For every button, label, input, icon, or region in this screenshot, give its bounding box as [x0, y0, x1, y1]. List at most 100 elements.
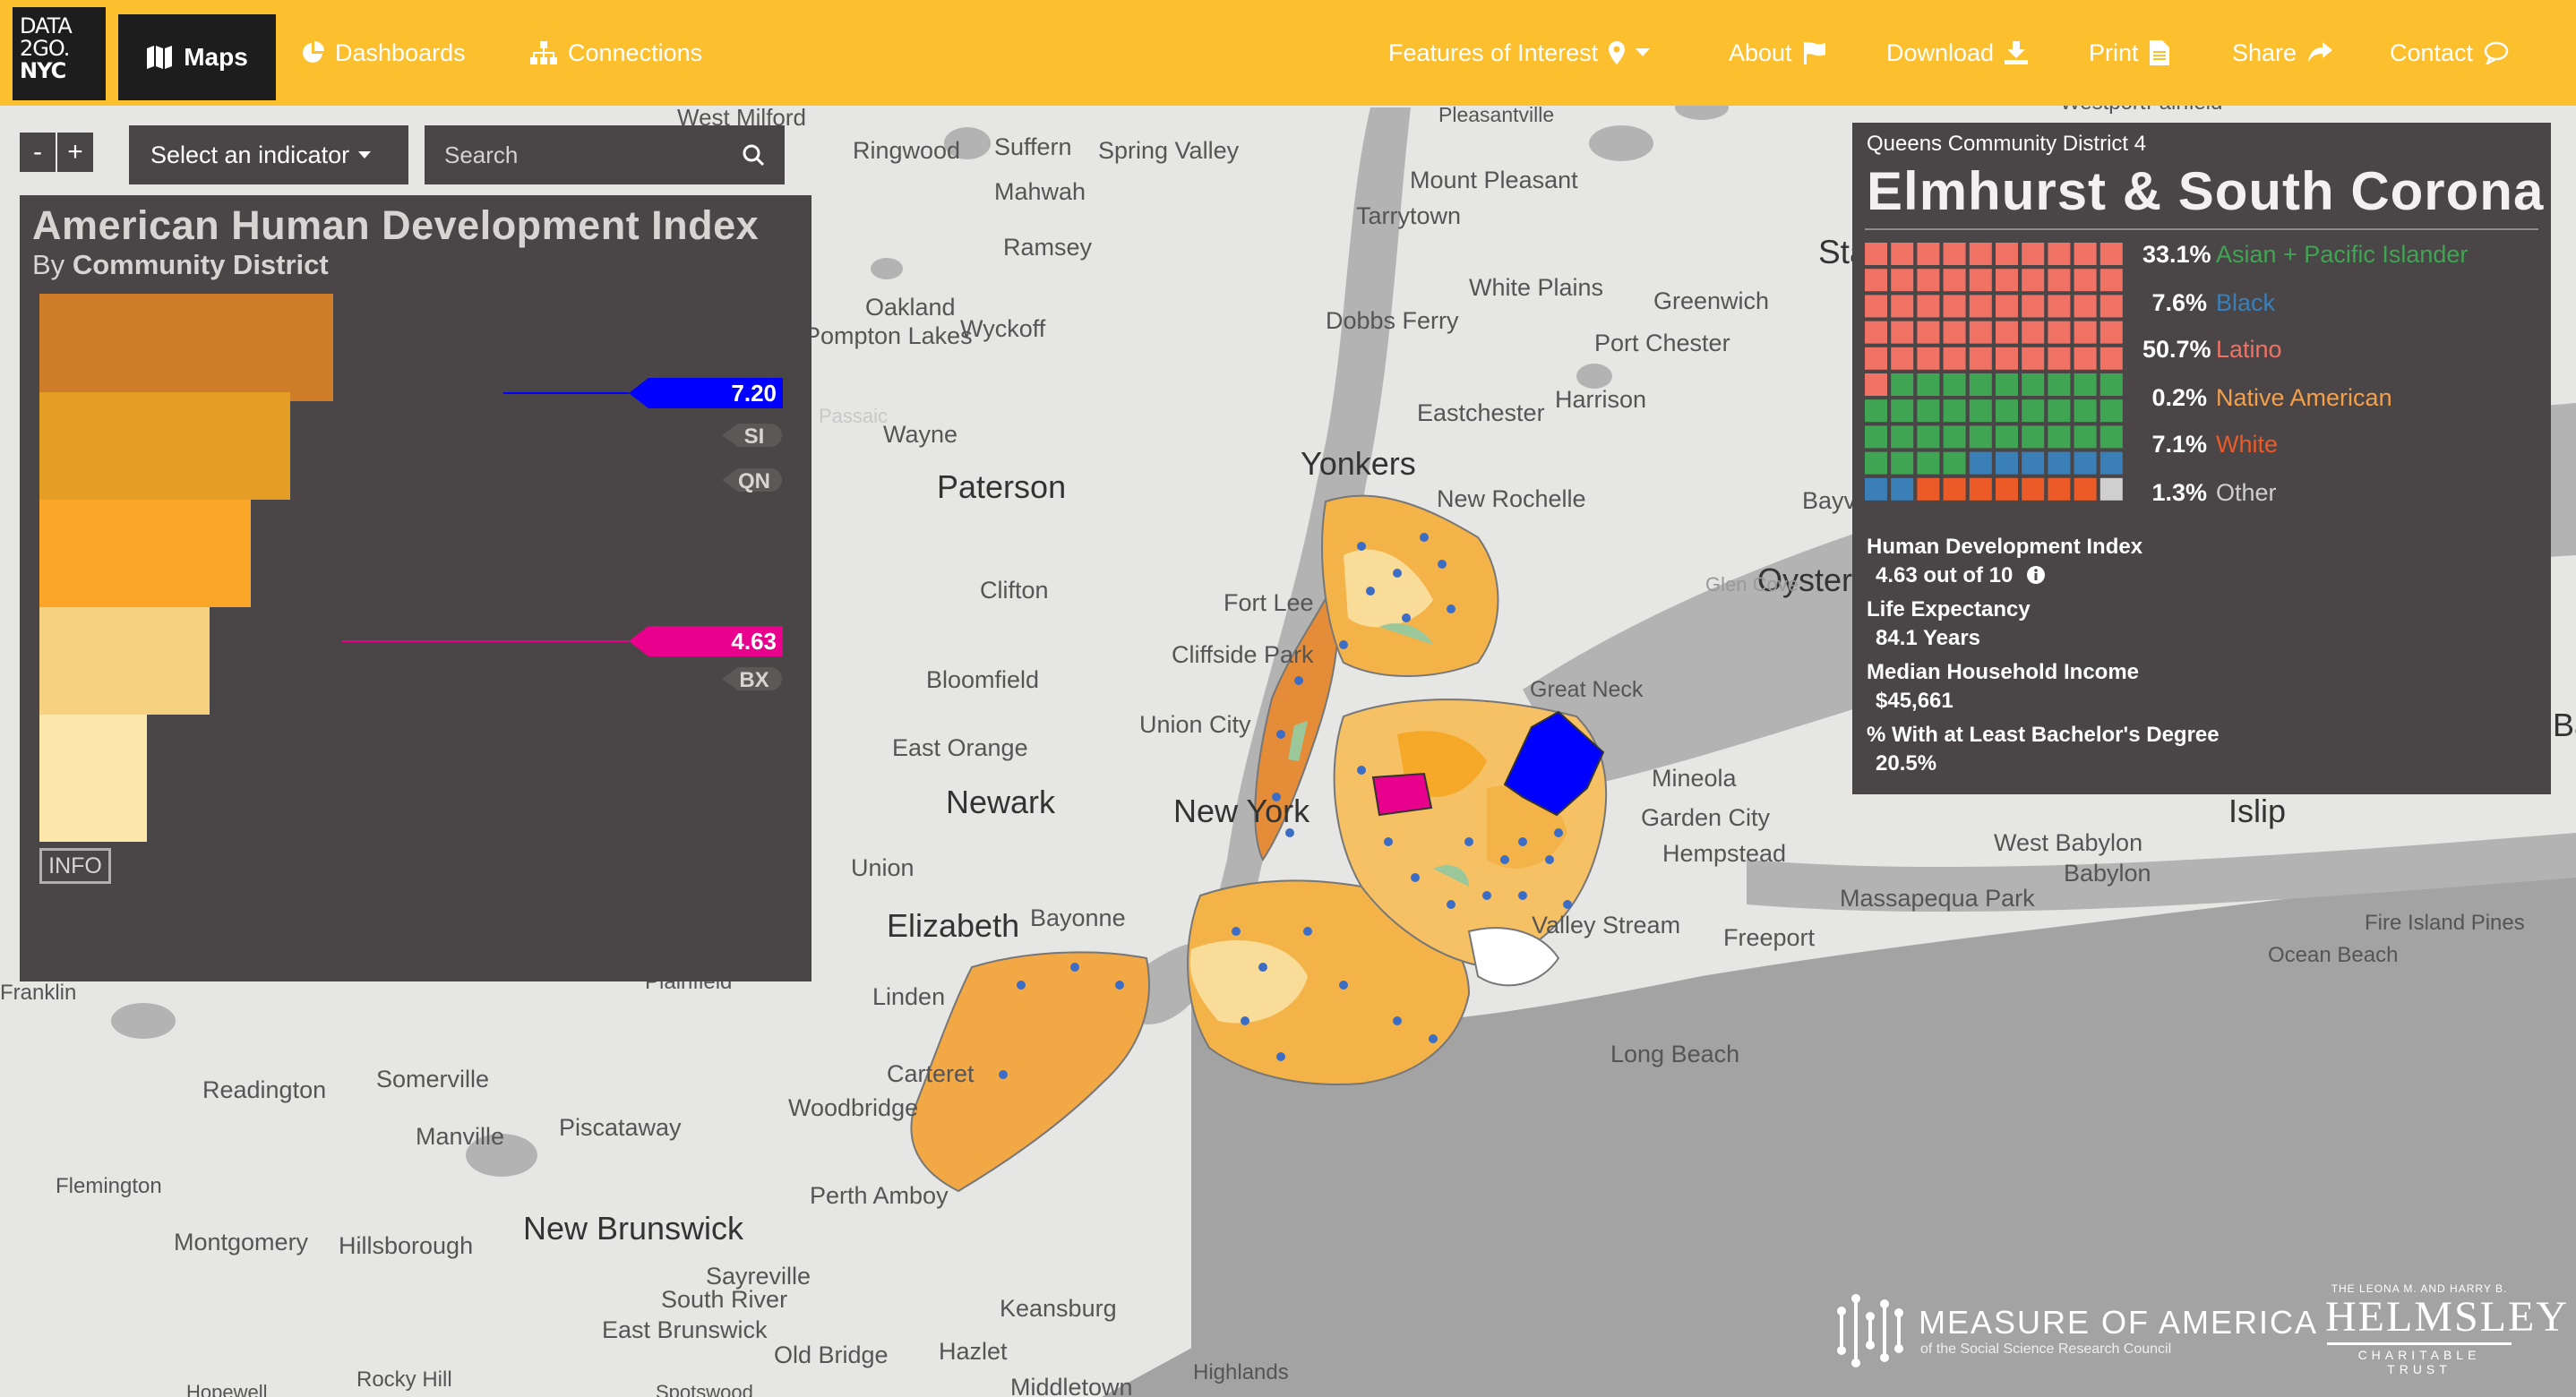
legend-native-american: 0.2% Native American: [2142, 384, 2391, 412]
map-label: Old Bridge: [774, 1341, 889, 1368]
waffle-cell: [1917, 321, 1940, 344]
borough-tag-bx[interactable]: [722, 667, 782, 690]
nav-about[interactable]: About: [1729, 0, 1826, 106]
zoom-in-button[interactable]: +: [57, 133, 93, 172]
map-label: Glen Cove: [1705, 573, 1799, 596]
map-label: Dobbs Ferry: [1326, 307, 1459, 334]
waffle-cell: [1943, 347, 1966, 370]
borough-label-qn: QN: [738, 469, 770, 493]
map-label: Mahwah: [994, 178, 1086, 205]
waffle-cell: [1969, 451, 1992, 475]
waffle-cell: [2074, 451, 2097, 475]
map-label: Manville: [416, 1123, 504, 1150]
map-label: Elizabeth: [887, 907, 1019, 944]
map-label: Yonkers: [1301, 445, 1416, 482]
waffle-cell: [2074, 347, 2097, 370]
district-subtitle: Queens Community District 4: [1867, 132, 2147, 156]
map-label: Long Beach: [1610, 1041, 1739, 1067]
borough-label-si: SI: [744, 424, 765, 449]
map-label: Ringwood: [853, 137, 960, 164]
helmsley-subtitle: CHARITABLE TRUST: [2357, 1348, 2481, 1376]
bachelors-value: 20.5%: [1876, 751, 1937, 776]
legend-black: 7.6% Black: [2142, 289, 2275, 317]
nav-print[interactable]: Print: [2089, 0, 2169, 106]
waffle-cell: [2074, 373, 2097, 396]
waffle-cell: [1865, 373, 1887, 396]
logo-line-1: DATA: [20, 13, 73, 39]
flag-icon: [1803, 42, 1825, 64]
hdi-stat-value: 4.63 out of 10: [1876, 563, 2046, 588]
waffle-cell: [1917, 451, 1940, 475]
waffle-cell: [1917, 399, 1940, 423]
waffle-cell: [2022, 425, 2045, 449]
selected-district-elmhurst[interactable]: [1371, 772, 1433, 817]
map-label: West Babylon: [1994, 829, 2142, 856]
map-label: Fort Lee: [1224, 589, 1314, 616]
hdi-marker-flag-pink[interactable]: [629, 626, 783, 656]
info-button[interactable]: INFO: [39, 848, 111, 884]
info-circle-icon[interactable]: [2026, 565, 2046, 585]
search-icon[interactable]: [742, 143, 765, 167]
map-label: Freeport: [1723, 924, 1816, 951]
map-label: Islip: [2228, 793, 2286, 829]
waffle-cell: [1943, 425, 1966, 449]
speech-bubble-icon: [2484, 41, 2509, 64]
nav-dashboards[interactable]: Dashboards: [301, 0, 466, 106]
waffle-cell: [1969, 295, 1992, 318]
nav-share-label: Share: [2232, 39, 2297, 66]
nav-share[interactable]: Share: [2232, 0, 2333, 106]
hdi-marker-label-pink: 4.63: [731, 628, 777, 655]
place-labels: West Milford Pleasantville Westport Fair…: [0, 106, 2576, 1397]
map-label: Oakland: [865, 294, 956, 321]
legend-pct: 7.6%: [2151, 289, 2207, 316]
hdi-ranking-chart[interactable]: 7.20 4.63 SI QN BX: [20, 285, 811, 858]
waffle-cell: [2048, 425, 2071, 449]
map-label: Bayonne: [1030, 904, 1126, 931]
nav-contact[interactable]: Contact: [2390, 0, 2509, 106]
waffle-cell: [2099, 269, 2123, 292]
legend-pct: 0.2%: [2151, 384, 2207, 411]
south-bay: [1747, 833, 2576, 913]
waffle-cell: [2074, 321, 2097, 344]
map-label: Newark: [946, 784, 1056, 820]
waffle-cell: [1943, 269, 1966, 292]
legend-label: Other: [2216, 479, 2277, 506]
data2go-logo[interactable]: DATA 2GO. NYC: [13, 7, 106, 100]
hdi-band: [39, 392, 290, 500]
helmsley-logo[interactable]: THE LEONA M. AND HARRY B. HELMSLEY CHARI…: [2325, 1282, 2567, 1376]
hdi-marker-flag-blue[interactable]: [629, 378, 783, 408]
waffle-cell: [1969, 477, 1992, 501]
waffle-cell: [1969, 373, 1992, 396]
map-label: East Orange: [892, 734, 1028, 761]
indicator-dropdown[interactable]: Select an indicator: [129, 125, 408, 184]
hdi-band: [39, 607, 210, 715]
waffle-cell: [1917, 477, 1940, 501]
waffle-cell: [1943, 321, 1966, 344]
nav-maps-tab[interactable]: Maps: [118, 14, 276, 100]
map-marker-icon: [1609, 41, 1626, 64]
borough-tag-qn[interactable]: [722, 468, 782, 492]
nav-maps-label: Maps: [184, 43, 248, 71]
map-label: Garden City: [1641, 804, 1771, 831]
waffle-cell: [1891, 451, 1914, 475]
highlighted-district-blue[interactable]: [1503, 710, 1605, 817]
nav-download[interactable]: Download: [1886, 0, 2029, 106]
map-label: Cliffside Park: [1172, 641, 1314, 668]
search-input[interactable]: Search: [444, 141, 519, 168]
map-label: Westport: [2060, 106, 2146, 115]
waffle-cell: [1996, 425, 2018, 449]
waffle-cell: [1865, 347, 1887, 370]
nav-features-dropdown[interactable]: Features of Interest: [1388, 0, 1651, 106]
helmsley-top: THE LEONA M. AND HARRY B.: [2331, 1282, 2508, 1295]
map-icon: [147, 46, 173, 69]
nav-connections[interactable]: Connections: [530, 0, 702, 106]
map-label: Carteret: [887, 1060, 975, 1087]
waffle-cell: [2048, 321, 2071, 344]
borough-tag-si[interactable]: [722, 424, 782, 447]
search-box[interactable]: Search: [425, 125, 785, 184]
waffle-cell: [1865, 425, 1887, 449]
logo-line-3: NYC: [20, 58, 66, 83]
zoom-out-button[interactable]: -: [20, 133, 56, 172]
pie-chart-icon: [303, 41, 324, 63]
map-label: Mount Pleasant: [1410, 167, 1578, 193]
